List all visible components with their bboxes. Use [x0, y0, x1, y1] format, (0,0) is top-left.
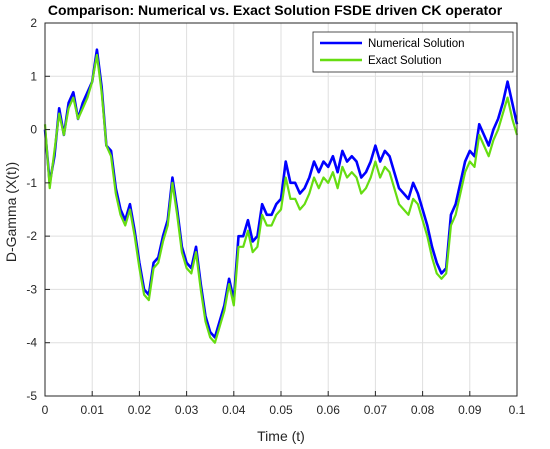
y-tick-label: 2 [30, 16, 37, 30]
x-tick-label: 0.07 [364, 403, 388, 417]
legend: Numerical Solution Exact Solution [312, 31, 514, 73]
series-exact-solution [43, 53, 519, 344]
y-tick-label: -5 [26, 389, 37, 403]
x-axis-label: Time (t) [257, 428, 305, 444]
y-tick-label: -4 [26, 336, 37, 350]
x-tick-label: 0.09 [458, 403, 482, 417]
x-tick-label: 0.02 [128, 403, 152, 417]
y-axis-label: D-Gamma (X(t)) [3, 162, 19, 262]
legend-box [312, 31, 514, 73]
y-tick-label: -2 [26, 229, 37, 243]
y-tick-label: 1 [30, 69, 37, 83]
chart-title: Comparison: Numerical vs. Exact Solution… [48, 2, 503, 18]
series-layer [43, 48, 519, 344]
x-tick-label: 0.05 [269, 403, 293, 417]
x-tick-label: 0.06 [317, 403, 341, 417]
x-tick-label: 0.1 [509, 403, 526, 417]
x-tick-label: 0.03 [175, 403, 199, 417]
y-tick-label: -1 [26, 176, 37, 190]
legend-label-exact: Exact Solution [368, 55, 442, 67]
series-numerical-solution [43, 48, 519, 339]
x-tick-label: 0.04 [222, 403, 246, 417]
legend-label-numerical: Numerical Solution [368, 38, 465, 50]
x-tick-label: 0.08 [411, 403, 435, 417]
ticks: 0 0.01 0.02 0.03 0.04 0.05 0.06 0.07 0.08 0.09 0.1… [26, 16, 525, 417]
y-tick-label: 0 [30, 123, 37, 137]
y-tick-label: -3 [26, 282, 37, 296]
x-tick-label: 0 [42, 403, 49, 417]
x-tick-label: 0.01 [81, 403, 105, 417]
